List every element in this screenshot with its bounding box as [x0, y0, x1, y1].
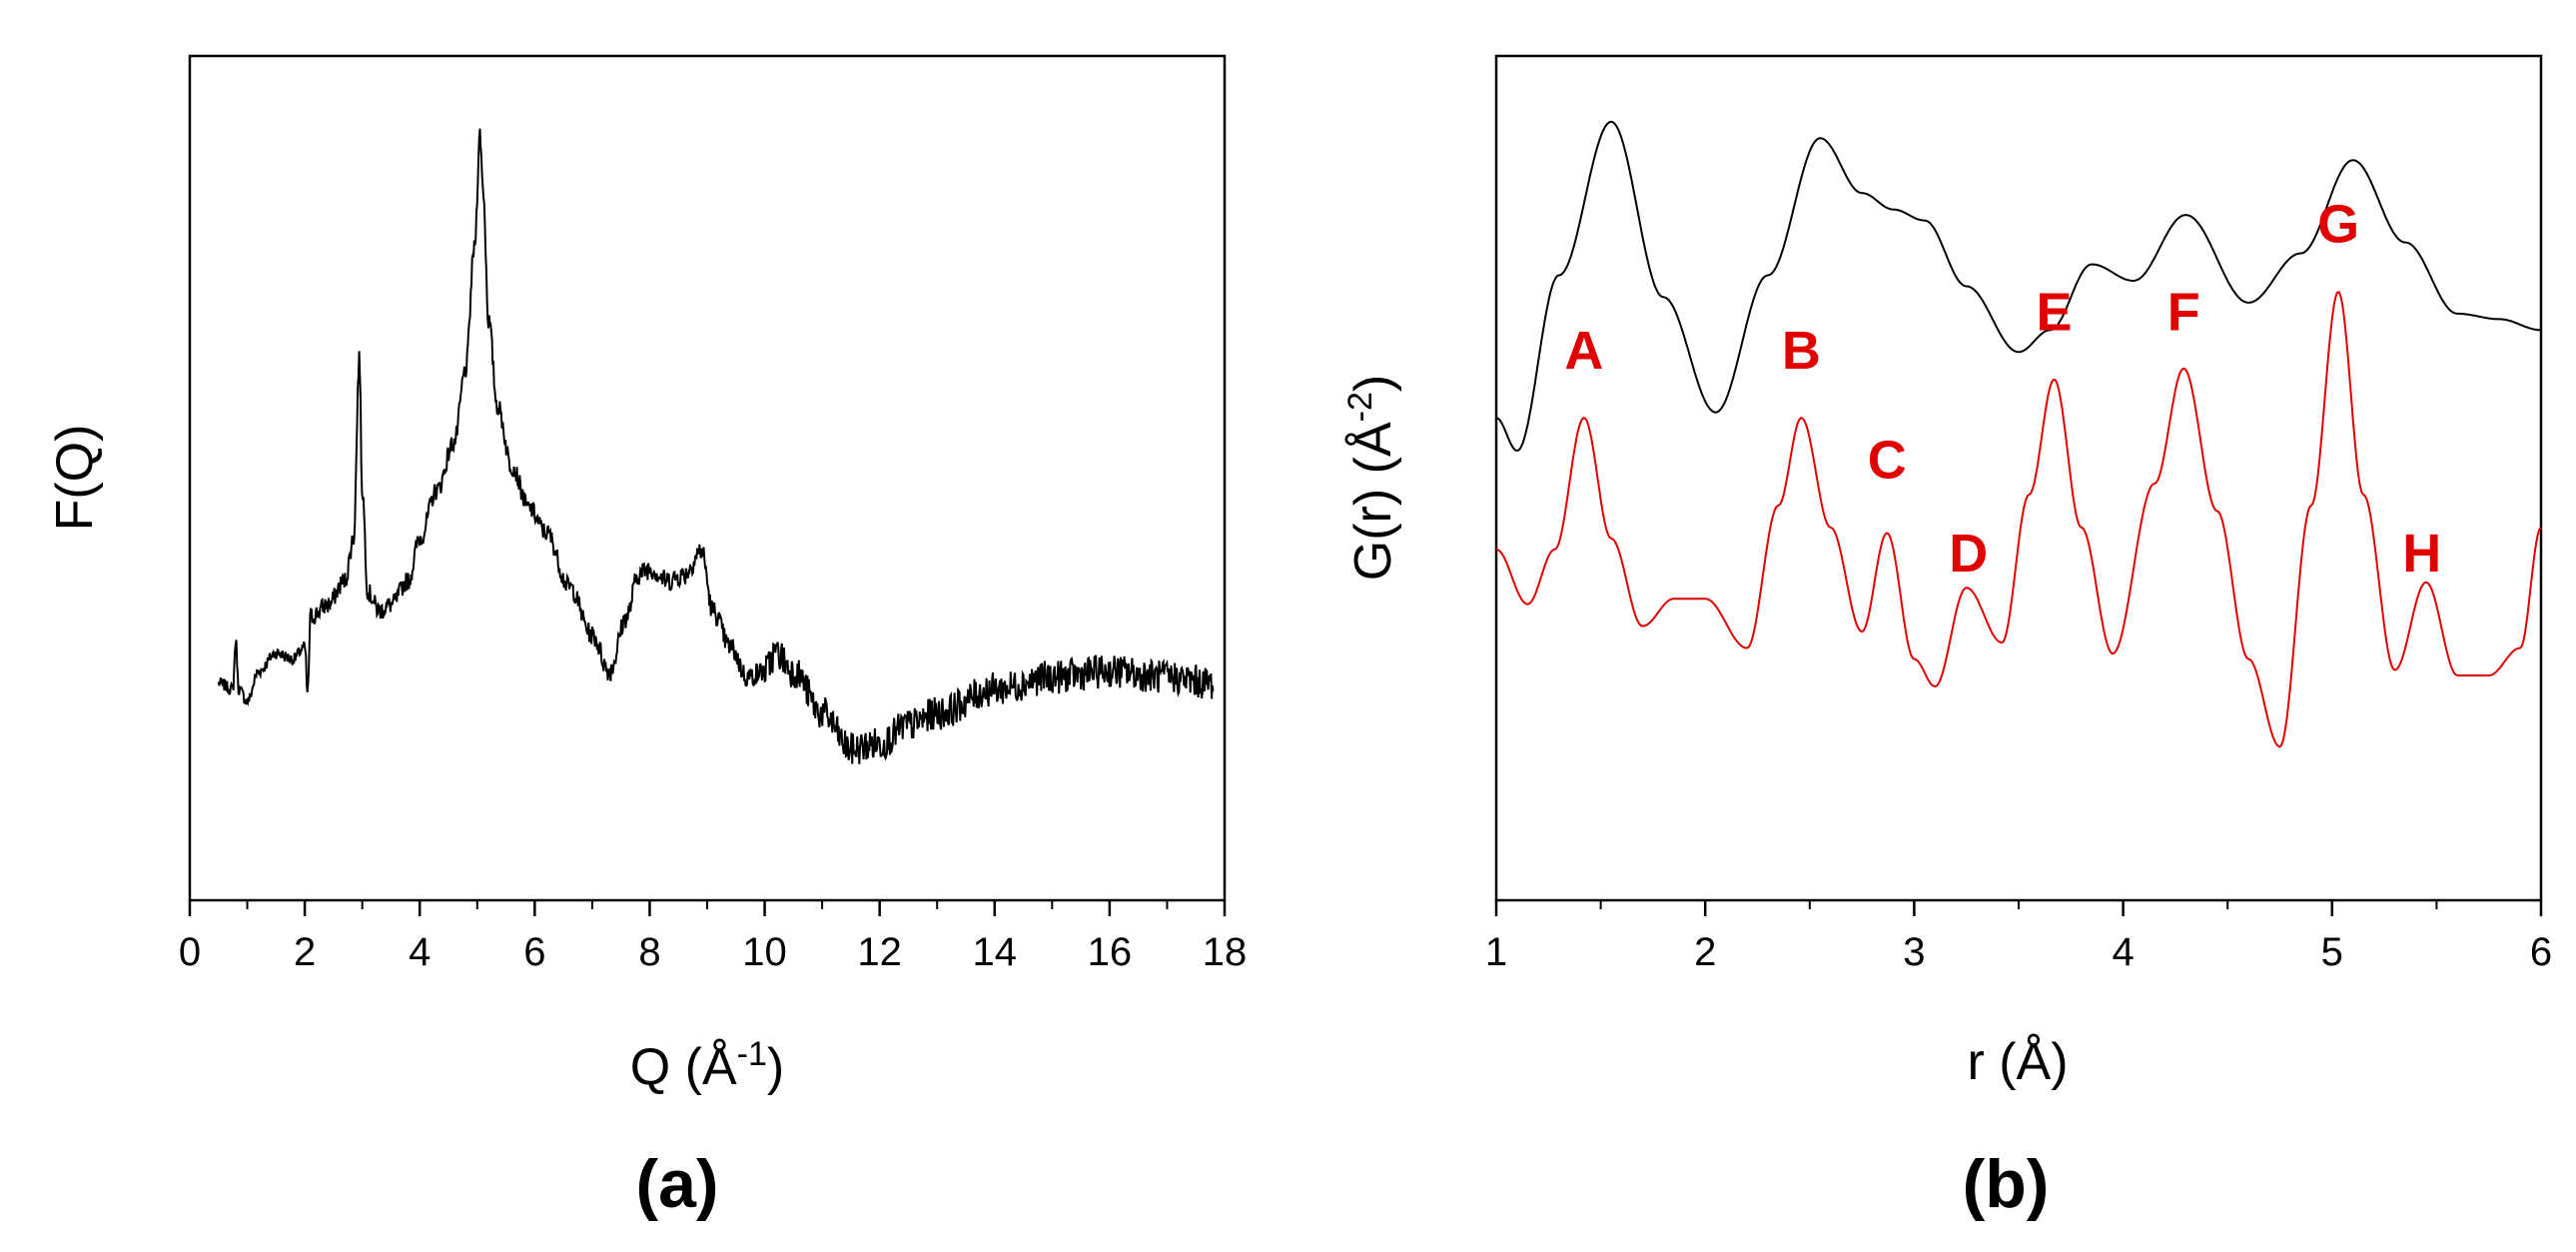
peak-label-f: F	[2167, 282, 2200, 342]
panel-a: 0 2 4 6 8 10 12 14 16 18 F(Q) Q (Å-1) (a)	[46, 54, 1247, 1222]
peak-label-g: G	[2317, 195, 2359, 255]
panel-b-x-tick-label: 5	[2321, 930, 2343, 974]
peak-label-a: A	[1564, 321, 1603, 381]
panel-a-x-tick-label: 8	[638, 930, 660, 974]
panel-b-upper-series-line	[1495, 120, 2542, 453]
panel-a-fq-series-line	[217, 128, 1215, 764]
panel-b-label: (b)	[1963, 1146, 2050, 1222]
panel-a-x-tick-label: 0	[179, 930, 201, 974]
peak-label-b: B	[1782, 321, 1821, 381]
panel-b-lower-series-line	[1495, 291, 2542, 748]
panel-b-peak-labels: A BCD E F G H	[1564, 195, 2441, 584]
panel-b-x-ticks: 1 2 3 4 5 6	[1485, 900, 2552, 974]
panel-a-plot-frame	[188, 54, 1227, 902]
panel-a-x-tick-label: 2	[294, 930, 316, 974]
panel-b-x-tick-label: 3	[1903, 930, 1925, 974]
panel-a-x-ticks: 0 2 4 6 8 10 12 14 16 18	[179, 900, 1247, 974]
panel-a-x-axis-title: Q (Å-1)	[630, 1035, 784, 1096]
panel-a-x-tick-label: 18	[1203, 930, 1248, 974]
panel-a-x-tick-label: 16	[1088, 930, 1133, 974]
panel-b-x-tick-label: 4	[2112, 930, 2134, 974]
panel-b-plot-frame	[1494, 54, 2543, 902]
panel-b-x-axis-title: r (Å)	[1967, 1033, 2068, 1091]
peak-label-e: E	[2037, 282, 2073, 342]
panel-a-x-tick-label: 12	[857, 930, 902, 974]
panel-b-x-tick-label: 6	[2530, 930, 2552, 974]
peak-label-d: D	[1949, 524, 1988, 584]
panel-a-x-tick-label: 6	[523, 930, 545, 974]
panel-a-label: (a)	[635, 1146, 718, 1222]
panel-b: 1 2 3 4 5 6 A BCD E F G H G(r) (Å-2) r (Å) (b)	[1341, 54, 2552, 1222]
panel-b-x-tick-label: 2	[1694, 930, 1716, 974]
panel-b-x-tick-label: 1	[1485, 930, 1507, 974]
panel-a-x-tick-label: 14	[973, 930, 1018, 974]
panel-b-y-axis-title: G(r) (Å-2)	[1341, 375, 1402, 581]
peak-label-c: C	[1868, 431, 1907, 491]
peak-label-h: H	[2402, 524, 2441, 584]
panel-a-x-tick-label: 10	[742, 930, 787, 974]
panel-a-y-axis-title: F(Q)	[46, 425, 104, 532]
panel-a-x-tick-label: 4	[409, 930, 430, 974]
